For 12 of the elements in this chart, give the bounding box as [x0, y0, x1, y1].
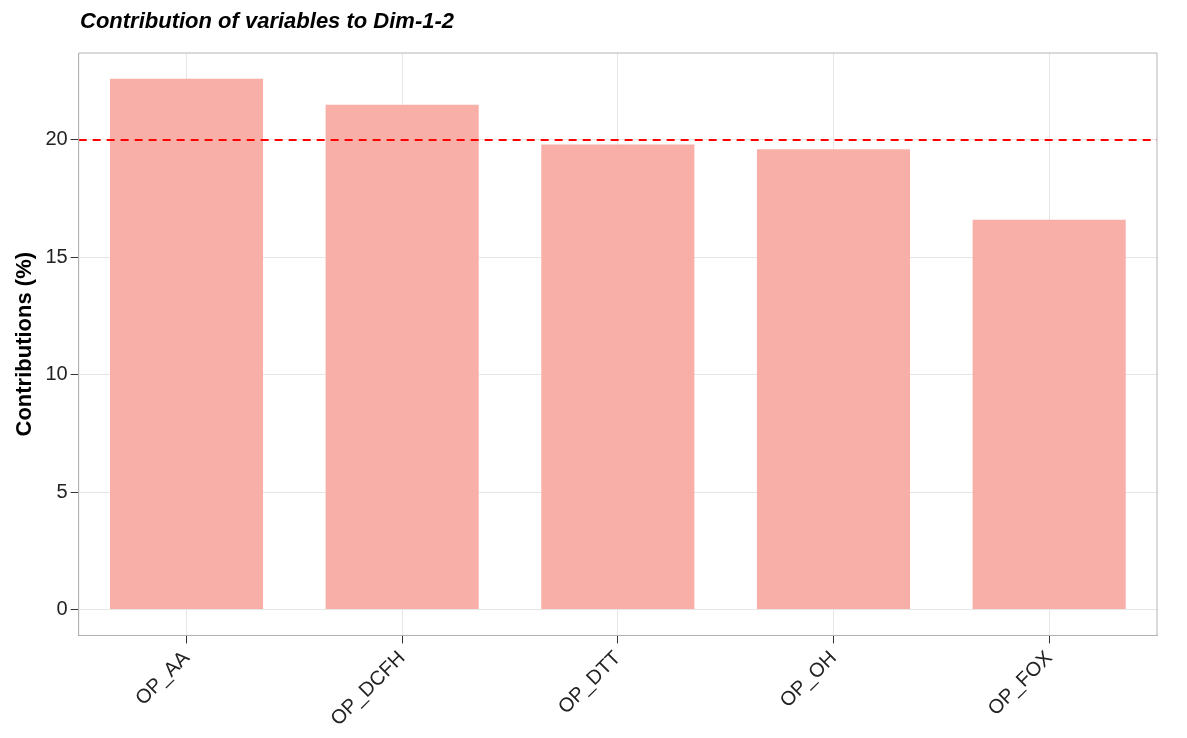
y-tick-label: 15	[45, 244, 68, 267]
bar	[541, 144, 695, 610]
bar	[756, 149, 911, 610]
y-tick-label: 5	[56, 479, 68, 502]
bar	[109, 78, 264, 610]
bar	[325, 104, 479, 610]
y-tick-label: 0	[56, 597, 68, 620]
y-tick-label: 10	[45, 362, 68, 385]
y-axis-title: Contributions (%)	[11, 251, 37, 437]
y-tick-label: 20	[45, 127, 68, 150]
bar	[972, 219, 1126, 610]
chart-title: Contribution of variables to Dim-1-2	[80, 8, 455, 34]
